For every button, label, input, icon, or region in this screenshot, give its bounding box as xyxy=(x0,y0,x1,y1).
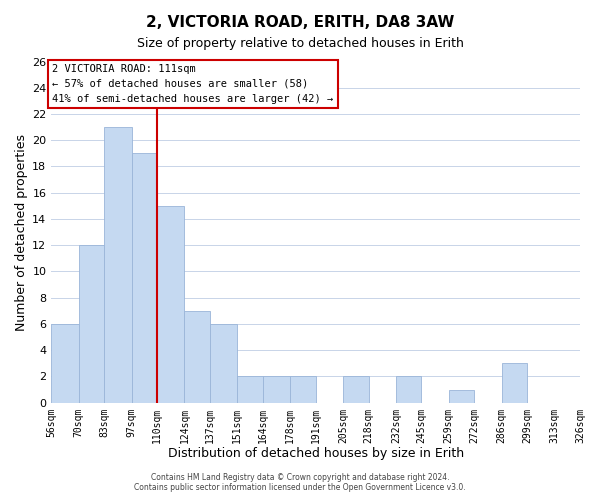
Y-axis label: Number of detached properties: Number of detached properties xyxy=(15,134,28,330)
Bar xyxy=(131,154,157,402)
Text: 2 VICTORIA ROAD: 111sqm
← 57% of detached houses are smaller (58)
41% of semi-de: 2 VICTORIA ROAD: 111sqm ← 57% of detache… xyxy=(52,64,334,104)
Bar xyxy=(449,390,474,402)
Text: Size of property relative to detached houses in Erith: Size of property relative to detached ho… xyxy=(137,38,463,51)
Bar xyxy=(184,311,210,402)
Bar xyxy=(79,245,104,402)
Bar xyxy=(157,206,184,402)
Bar xyxy=(290,376,316,402)
Bar xyxy=(210,324,238,402)
Bar xyxy=(263,376,290,402)
Bar xyxy=(51,324,79,402)
X-axis label: Distribution of detached houses by size in Erith: Distribution of detached houses by size … xyxy=(167,447,464,460)
Bar xyxy=(502,364,527,403)
Bar xyxy=(104,127,131,402)
Bar xyxy=(238,376,263,402)
Text: 2, VICTORIA ROAD, ERITH, DA8 3AW: 2, VICTORIA ROAD, ERITH, DA8 3AW xyxy=(146,15,454,30)
Bar xyxy=(343,376,368,402)
Text: Contains HM Land Registry data © Crown copyright and database right 2024.
Contai: Contains HM Land Registry data © Crown c… xyxy=(134,473,466,492)
Bar xyxy=(396,376,421,402)
